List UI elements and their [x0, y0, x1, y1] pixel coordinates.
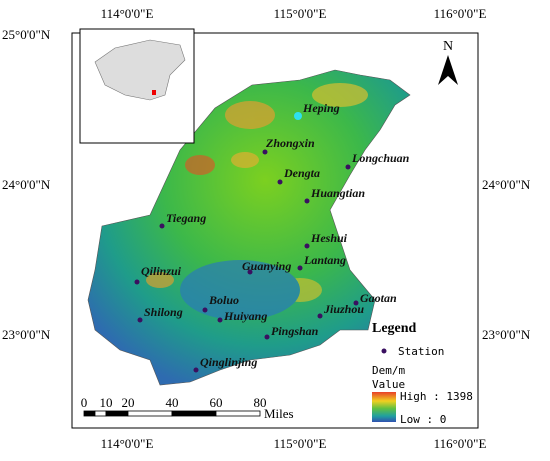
- station-label: Qinglinjing: [200, 355, 257, 369]
- station-dot: [294, 112, 302, 120]
- region: [87, 69, 411, 386]
- station-label: Huangtian: [310, 186, 365, 200]
- legend-unit: Dem/m: [372, 364, 405, 377]
- scale-tick: 10: [100, 395, 113, 410]
- scale-tick: 20: [122, 395, 135, 410]
- inset-area: [152, 90, 156, 95]
- station-label: Heshui: [310, 231, 348, 245]
- north-arrow: [438, 55, 458, 85]
- lat-label: 25°0'0"N: [2, 27, 51, 42]
- station-label: Heping: [302, 101, 340, 115]
- scale-tick: 40: [166, 395, 179, 410]
- station-label: Boluo: [208, 293, 239, 307]
- lat-label: 23°0'0"N: [2, 327, 51, 342]
- legend-station-dot: [381, 348, 387, 354]
- legend-station: Station: [398, 345, 444, 358]
- lon-label: 114°0'0"E: [101, 436, 154, 451]
- lon-label: 116°0'0"E: [434, 6, 487, 21]
- scale-tick: 0: [81, 395, 88, 410]
- legend-title: Legend: [372, 321, 417, 336]
- scale-unit: Miles: [264, 406, 294, 421]
- station-label: Tiegang: [166, 211, 206, 225]
- inset-china: [94, 39, 186, 101]
- lon-label: 115°0'0"E: [274, 6, 327, 21]
- north-label: N: [443, 39, 453, 54]
- scale-tick: 80: [254, 395, 267, 410]
- station-label: Longchuan: [351, 151, 410, 165]
- relief: [146, 83, 368, 320]
- lat-label: 23°0'0"N: [482, 327, 531, 342]
- station-label: Pingshan: [271, 324, 319, 338]
- station-label: Gaotan: [360, 291, 397, 305]
- legend-value: Value: [372, 378, 405, 391]
- scale-tick: 60: [210, 395, 223, 410]
- legend-high: High : 1398: [400, 390, 473, 403]
- lat-label: 24°0'0"N: [482, 177, 531, 192]
- lon-label: 114°0'0"E: [101, 6, 154, 21]
- lat-label: 24°0'0"N: [2, 177, 51, 192]
- lon-label: 116°0'0"E: [434, 436, 487, 451]
- station-label: Zhongxin: [265, 136, 315, 150]
- legend-low: Low : 0: [400, 413, 446, 426]
- station-label: Dengta: [283, 166, 320, 180]
- station-label: Jiuzhou: [323, 302, 364, 316]
- lon-label: 115°0'0"E: [274, 436, 327, 451]
- station-label: Guanying: [242, 259, 291, 273]
- station-dots: [134, 149, 359, 373]
- legend-ramp: [372, 392, 396, 422]
- station-label: Qilinzui: [141, 264, 182, 278]
- scale-bar: [83, 410, 261, 417]
- station-label: Lantang: [303, 253, 346, 267]
- station-label: Huiyang: [223, 309, 267, 323]
- station-label: Shilong: [144, 305, 183, 319]
